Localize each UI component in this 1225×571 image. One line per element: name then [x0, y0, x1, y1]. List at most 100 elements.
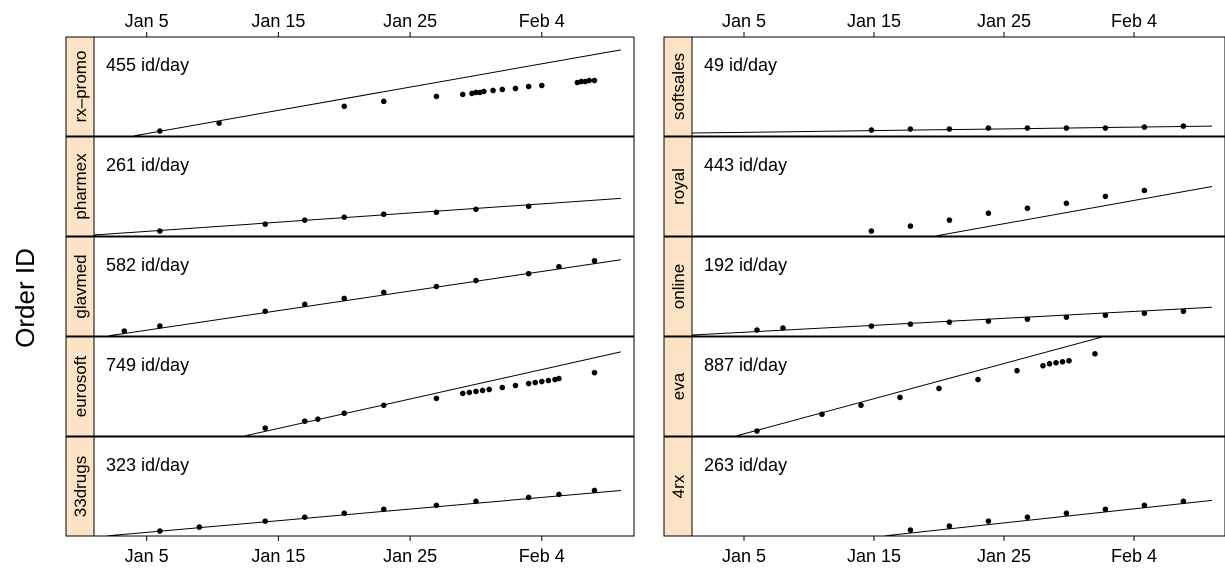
data-point	[532, 379, 539, 386]
x-tick-label-bottom: Jan 5	[125, 546, 169, 566]
data-point	[1141, 310, 1148, 317]
data-point	[754, 327, 760, 333]
data-point	[907, 321, 914, 327]
data-point	[556, 263, 562, 270]
data-point	[157, 323, 163, 329]
data-point	[433, 93, 440, 100]
data-point	[525, 203, 532, 210]
data-point	[985, 518, 992, 524]
x-tick-label-bottom: Jan 15	[847, 546, 901, 566]
panel-strip-label: eva	[669, 372, 688, 400]
fit-line	[734, 337, 1105, 436]
x-tick-label-bottom: Jan 15	[251, 546, 305, 566]
fit-line	[932, 186, 1213, 236]
data-point	[1180, 498, 1187, 505]
panel-strip-label: rx–promo	[71, 51, 90, 123]
panel-strip	[65, 436, 95, 537]
data-point	[1014, 367, 1020, 374]
data-point	[1040, 362, 1046, 369]
data-point	[525, 380, 532, 387]
panel-data	[692, 123, 1213, 134]
panel-frame	[93, 136, 635, 237]
data-point	[946, 126, 953, 132]
data-point	[975, 376, 981, 383]
data-point	[1102, 193, 1109, 200]
data-point	[473, 388, 479, 395]
data-point	[473, 89, 479, 96]
panel-rate-label: 263 id/day	[704, 455, 787, 475]
data-point	[1024, 316, 1031, 322]
data-point	[459, 390, 466, 397]
panel-strip-label: softsales	[669, 53, 688, 120]
data-point	[1053, 359, 1059, 366]
x-tick-label-top: Jan 25	[977, 11, 1031, 31]
x-tick-label-top: Feb 4	[1111, 11, 1157, 31]
panel-data	[99, 487, 621, 536]
panel-rate-label: 887 id/day	[704, 355, 787, 375]
data-point	[1180, 308, 1187, 315]
data-point	[578, 78, 585, 85]
panel-strip	[65, 336, 95, 437]
data-point	[985, 210, 992, 217]
panel-data	[130, 49, 621, 136]
panel-strip-label: royal	[669, 168, 688, 205]
data-point	[512, 382, 519, 389]
data-point	[459, 91, 466, 98]
x-tick-label-bottom: Jan 5	[722, 546, 766, 566]
data-point	[539, 82, 545, 89]
data-point	[341, 410, 348, 417]
data-point	[380, 506, 387, 513]
data-point	[262, 425, 269, 431]
data-point	[586, 77, 593, 84]
data-point	[216, 120, 222, 126]
data-point	[556, 375, 562, 382]
data-point	[380, 98, 387, 105]
data-point	[985, 318, 992, 324]
data-point	[858, 402, 864, 409]
panel-data	[734, 337, 1105, 436]
panel-frame	[691, 236, 1225, 337]
data-point	[1102, 312, 1109, 319]
data-point	[868, 127, 875, 133]
panel: 33drugs 323 id/day Jan 5 Jan 15 Jan 25 Feb 4	[65, 436, 635, 566]
fit-line	[878, 499, 1213, 536]
panel-rate-label: 323 id/day	[106, 455, 189, 475]
panel-strip-label: pharmex	[71, 153, 90, 220]
data-point	[897, 394, 903, 401]
data-point	[1024, 125, 1031, 131]
x-tick-label-bottom: Jan 25	[383, 546, 437, 566]
data-point	[1102, 506, 1109, 513]
data-point	[556, 491, 562, 498]
data-point	[512, 85, 519, 92]
fit-line	[242, 351, 621, 436]
x-tick-label-bottom: Jan 25	[977, 546, 1031, 566]
panel-strip-label: 4rx	[669, 474, 688, 498]
panel-rate-label: 582 id/day	[106, 255, 189, 275]
panel: 4rx 263 id/day Jan 5 Jan 15 Jan 25 Feb 4	[663, 436, 1225, 566]
data-point	[1059, 358, 1066, 365]
data-point	[301, 514, 308, 520]
data-point	[466, 389, 473, 396]
data-point	[545, 377, 552, 384]
data-point	[539, 378, 545, 385]
panel: glavmed 582 id/day	[65, 236, 635, 337]
panel-frame	[93, 336, 635, 437]
panel-rate-label: 192 id/day	[704, 255, 787, 275]
panel-strip-label: 33drugs	[71, 456, 90, 517]
x-tick-label-top: Jan 5	[125, 11, 169, 31]
data-point	[946, 319, 953, 325]
data-point	[1024, 514, 1031, 520]
data-point	[868, 228, 875, 234]
panel-strip	[663, 336, 693, 437]
x-tick-label-top: Jan 5	[722, 11, 766, 31]
data-point	[591, 77, 598, 84]
data-point	[315, 416, 321, 422]
data-point	[262, 308, 269, 315]
data-point	[490, 87, 496, 94]
data-point	[1063, 125, 1070, 131]
data-point	[157, 128, 163, 134]
panel-frame	[93, 236, 635, 337]
panel-strip	[663, 136, 693, 237]
data-point	[985, 125, 992, 131]
